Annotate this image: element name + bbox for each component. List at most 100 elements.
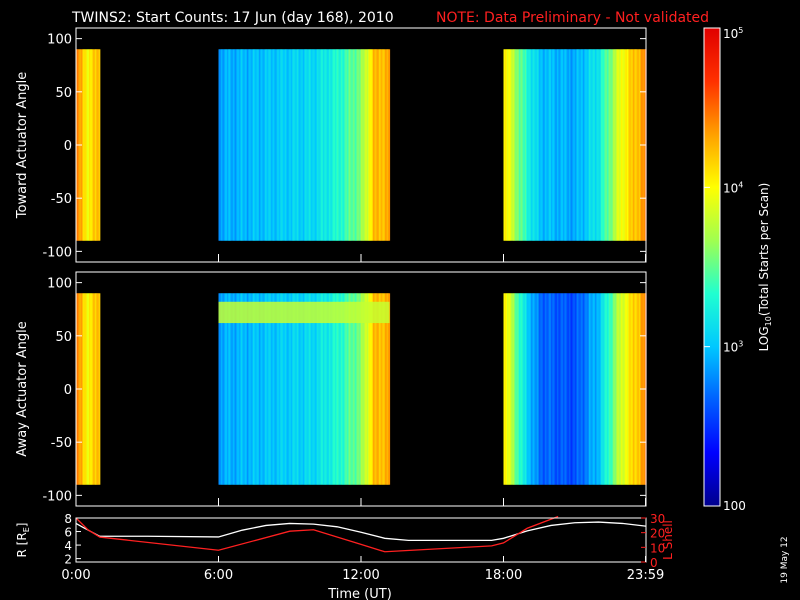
colorbar-tick-label: 105 — [723, 26, 743, 41]
away-heatmap-cell — [356, 293, 359, 485]
toward-heatmap-cell — [513, 49, 515, 241]
away-heatmap-cell — [254, 293, 256, 485]
away-heatmap-cell — [287, 293, 290, 485]
away-heatmap-cell — [222, 293, 224, 485]
away-heatmap-band — [218, 301, 390, 324]
away-heatmap-cell — [343, 293, 345, 485]
away-heatmap-cell — [575, 293, 578, 485]
away-heatmap-cell — [507, 293, 509, 485]
away-heatmap-cell — [87, 293, 90, 485]
away-heatmap-cell — [539, 293, 541, 485]
toward-heatmap-cell — [556, 49, 559, 241]
toward-heatmap-cell — [610, 49, 613, 241]
toward-heatmap-cell — [340, 49, 343, 241]
away-heatmap-cell — [286, 293, 288, 485]
away-heatmap-cell — [515, 293, 518, 485]
away-heatmap-cell — [292, 293, 294, 485]
toward-heatmap-cell — [549, 49, 552, 241]
colorbar-tick-label: 103 — [723, 340, 743, 355]
away-heatmap-cell — [597, 293, 600, 485]
away-heatmap-cell — [523, 293, 526, 485]
toward-heatmap-cell — [630, 49, 633, 241]
away-heatmap-cell — [339, 293, 342, 485]
away-heatmap-cell — [351, 293, 354, 485]
away-heatmap-cell — [312, 293, 315, 485]
time-tick-label: 12:00 — [342, 568, 379, 583]
away-heatmap-cell — [91, 293, 94, 485]
away-heatmap-cell — [604, 293, 607, 485]
toward-heatmap-cell — [286, 49, 288, 241]
toward-heatmap-cell — [280, 49, 283, 241]
away-heatmap-cell — [353, 293, 356, 485]
y-tick-label: 50 — [55, 86, 72, 101]
toward-heatmap-cell — [218, 49, 221, 241]
toward-heatmap-cell — [223, 49, 226, 241]
colorbar-gradient — [704, 28, 720, 506]
time-tick-label: 23:59 — [627, 568, 664, 583]
away-heatmap-cell — [554, 293, 557, 485]
toward-heatmap-cell — [372, 49, 375, 241]
away-heatmap-cell — [583, 293, 585, 485]
away-heatmap-cell — [590, 293, 592, 485]
away-heatmap-cell — [599, 293, 602, 485]
toward-heatmap-cell — [309, 49, 312, 241]
toward-heatmap-cell — [554, 49, 557, 241]
toward-heatmap-cell — [380, 49, 382, 241]
toward-heatmap-cell — [579, 49, 582, 241]
toward-heatmap-cell — [514, 49, 516, 241]
away-heatmap-cells — [76, 293, 647, 485]
toward-heatmap-cell — [98, 49, 101, 241]
toward-heatmap-cell — [276, 49, 279, 241]
toward-heatmap-cell — [566, 49, 569, 241]
toward-heatmap-cell — [572, 49, 575, 241]
away-heatmap-cell — [581, 293, 584, 485]
away-heatmap-cell — [228, 293, 230, 485]
toward-heatmap-cell — [539, 49, 541, 241]
toward-heatmap-cell — [619, 49, 622, 241]
away-heatmap-cell — [328, 293, 331, 485]
toward-heatmap-cell — [325, 49, 328, 241]
away-heatmap-cell — [596, 293, 598, 485]
away-heatmap-cell — [559, 293, 562, 485]
toward-heatmap-cell — [90, 49, 93, 241]
time-axis-label: Time (UT) — [327, 587, 392, 600]
time-tick-label: 0:00 — [61, 568, 90, 583]
away-heatmap-cell — [218, 293, 221, 485]
toward-heatmap-cell — [637, 49, 640, 241]
toward-heatmap-cell — [624, 49, 627, 241]
colorbar-tick-label: 100 — [723, 499, 746, 513]
toward-heatmap-cell — [358, 49, 361, 241]
toward-heatmap-cell — [623, 49, 626, 241]
away-heatmap-cell — [606, 293, 609, 485]
away-heatmap-cell — [245, 293, 248, 485]
colorbar-frame — [703, 27, 721, 507]
away-heatmap-cell — [548, 293, 551, 485]
away-heatmap-cell — [93, 293, 96, 485]
toward-heatmap-cell — [537, 49, 540, 241]
away-heatmap-cell — [504, 293, 507, 485]
away-heatmap-cell — [271, 293, 274, 485]
away-heatmap-cell — [624, 293, 627, 485]
away-heatmap-cell — [331, 293, 334, 485]
away-heatmap-cell — [296, 293, 299, 485]
toward-heatmap-cell — [371, 49, 374, 241]
away-heatmap-cell — [593, 293, 596, 485]
toward-heatmap-cell — [529, 49, 532, 241]
away-heatmap-cell — [611, 293, 614, 485]
y-tick-label: 0 — [64, 139, 72, 154]
toward-heatmap-cell — [304, 49, 306, 241]
toward-heatmap-cell — [317, 49, 319, 241]
away-heatmap-cell — [638, 293, 641, 485]
toward-heatmap-cell — [530, 49, 533, 241]
away-heatmap-cell — [344, 293, 347, 485]
away-heatmap-cell — [621, 293, 623, 485]
toward-heatmap-cell — [84, 49, 87, 241]
away-heatmap-cell — [508, 293, 511, 485]
away-heatmap-cell — [382, 293, 385, 485]
away-heatmap-cell — [625, 293, 628, 485]
away-heatmap-cell — [307, 293, 310, 485]
toward-heatmap-cell — [89, 49, 91, 241]
away-heatmap-cell — [520, 293, 522, 485]
